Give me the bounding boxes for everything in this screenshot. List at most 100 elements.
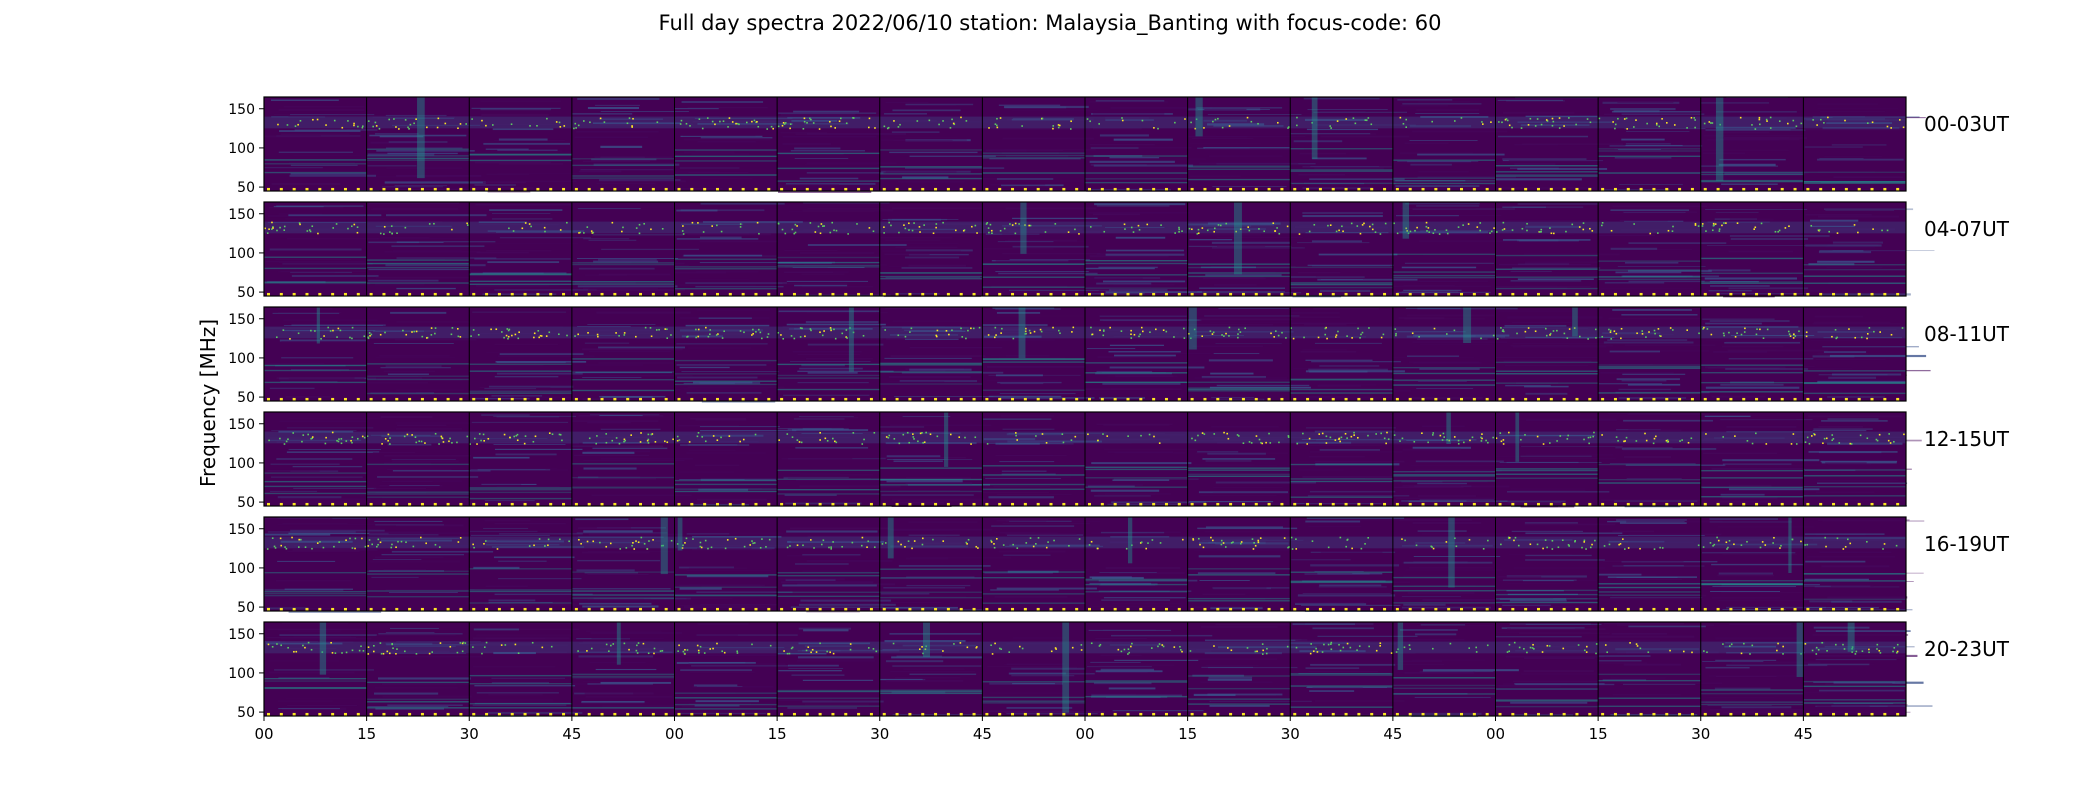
rfi-speckle <box>1347 539 1349 541</box>
rfi-speckle <box>1155 329 1157 331</box>
noise-streak <box>290 530 385 532</box>
noise-streak <box>379 531 423 532</box>
rfi-speckle <box>802 544 804 546</box>
rfi-speckle <box>1702 225 1704 227</box>
noise-streak <box>1599 383 1662 384</box>
noise-streak <box>1402 103 1481 104</box>
rfi-speckle <box>1635 119 1637 121</box>
noise-streak <box>701 203 785 205</box>
band-line <box>367 590 470 591</box>
rfi-speckle <box>825 438 827 440</box>
noise-streak <box>1208 114 1302 115</box>
rfi-speckle <box>621 231 623 233</box>
rfi-speckle <box>1759 329 1761 331</box>
rfi-speckle <box>1052 125 1054 127</box>
rfi-speckle <box>840 118 842 120</box>
rfi-speckle <box>1777 231 1779 233</box>
rfi-speckle <box>1861 337 1863 339</box>
rfi-speckle <box>1835 338 1837 340</box>
noise-streak <box>881 494 973 495</box>
rfi-speckle <box>1810 225 1812 227</box>
rfi-speckle <box>1097 440 1099 442</box>
rfi-speckle <box>786 433 788 435</box>
rfi-speckle <box>478 334 480 336</box>
rfi-speckle <box>351 225 353 227</box>
rfi-speckle <box>784 123 786 125</box>
rfi-speckle <box>577 333 579 335</box>
noise-streak <box>1626 521 1723 523</box>
rfi-speckle <box>772 128 774 130</box>
noise-streak <box>1503 112 1575 114</box>
rfi-speckle <box>666 337 668 339</box>
noise-streak <box>587 324 655 325</box>
rfi-speckle <box>1372 229 1374 231</box>
noise-streak <box>277 308 332 310</box>
rfi-speckle <box>1372 224 1374 226</box>
rfi-speckle <box>697 336 699 338</box>
rfi-speckle <box>1191 438 1193 440</box>
band-line <box>880 690 983 691</box>
rfi-speckle <box>623 334 625 336</box>
rfi-speckle <box>1153 127 1155 129</box>
rfi-speckle <box>541 335 543 337</box>
rfi-speckle <box>533 544 535 546</box>
noise-streak <box>382 186 443 187</box>
rfi-speckle <box>648 439 650 441</box>
rfi-speckle <box>525 435 527 437</box>
noise-streak <box>697 309 770 310</box>
rfi-speckle <box>434 333 436 335</box>
band-line <box>1598 479 1701 480</box>
band-line <box>777 262 880 263</box>
rfi-speckle <box>388 119 390 121</box>
band-line <box>1085 155 1188 156</box>
rfi-speckle <box>729 117 731 119</box>
rfi-speckle <box>1553 330 1555 332</box>
rfi-speckle <box>1404 540 1406 542</box>
rfi-speckle <box>743 439 745 441</box>
band-line <box>1290 581 1393 582</box>
band-line <box>777 375 880 376</box>
noise-streak <box>1093 113 1164 115</box>
rfi-speckle <box>1388 438 1390 440</box>
rfi-speckle <box>869 118 871 120</box>
band-line <box>982 697 1085 698</box>
noise-streak <box>1600 372 1673 373</box>
rfi-speckle <box>624 332 626 334</box>
noise-streak <box>580 169 673 170</box>
rfi-speckle <box>664 328 666 330</box>
noise-streak <box>1828 418 1879 419</box>
band-line <box>367 573 470 574</box>
rfi-speckle <box>1277 122 1279 124</box>
rfi-speckle <box>737 652 739 654</box>
noise-streak <box>1209 414 1265 415</box>
rfi-speckle <box>1278 335 1280 337</box>
rfi-speckle <box>1355 123 1357 125</box>
noise-streak <box>1500 501 1566 502</box>
rfi-speckle <box>1881 230 1883 232</box>
rfi-speckle <box>1729 540 1731 542</box>
noise-streak <box>693 382 752 384</box>
rfi-speckle <box>1071 439 1073 441</box>
rfi-speckle <box>822 225 824 227</box>
noise-streak <box>1598 235 1655 236</box>
rfi-speckle <box>1584 540 1586 542</box>
rfi-speckle <box>474 438 476 440</box>
noise-streak <box>802 274 845 275</box>
rfi-speckle <box>1879 434 1881 436</box>
y-tick-label: 150 <box>228 102 255 118</box>
rfi-speckle <box>1562 539 1564 541</box>
rfi-speckle <box>1545 539 1547 541</box>
rfi-speckle <box>699 118 701 120</box>
noise-streak <box>1724 137 1790 138</box>
band-line <box>264 472 367 473</box>
rfi-speckle <box>1087 433 1089 435</box>
noise-streak <box>1413 341 1508 343</box>
rfi-speckle <box>996 118 998 120</box>
rfi-speckle <box>393 118 395 120</box>
rfi-speckle <box>1698 332 1700 334</box>
rfi-speckle <box>341 127 343 129</box>
noise-streak <box>1729 488 1819 490</box>
noise-streak <box>374 343 454 344</box>
rfi-speckle <box>1521 127 1523 129</box>
